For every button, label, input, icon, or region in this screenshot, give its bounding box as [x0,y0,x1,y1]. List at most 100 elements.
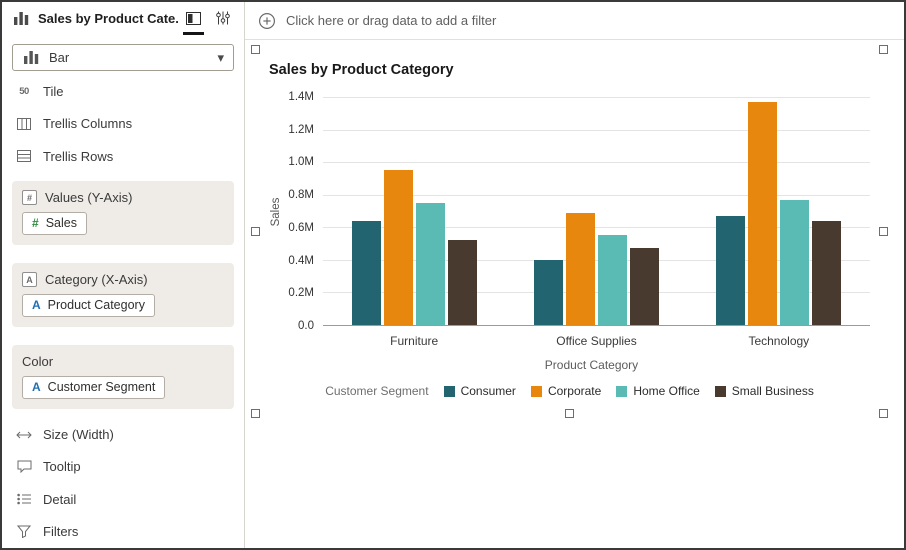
section-values-header: # Values (Y-Axis) [22,190,224,206]
selection-handle[interactable] [251,45,260,54]
x-category-label: Furniture [390,334,439,348]
sidebar-item-tooltip[interactable]: Tooltip [2,451,244,483]
trellis-columns-icon [15,117,33,130]
chip-product-category[interactable]: A Product Category [22,294,155,318]
selection-handle[interactable] [564,409,574,418]
y-tick-label: 1.4M [288,91,314,103]
add-filter-icon [258,12,276,30]
selection-handle[interactable] [251,409,260,418]
y-tick-label: 0.6M [288,221,314,234]
sidebar-item-detail[interactable]: Detail [2,483,244,515]
selection-handle[interactable] [879,45,888,54]
sidebar-header: Sales by Product Cate... [2,2,244,35]
section-color: Color A Customer Segment [12,345,234,410]
y-axis-ticks: 1.4M 1.2M 1.0M 0.8M 0.6M 0.4M 0.2M 0.0 [283,91,323,332]
bar-visualization[interactable]: Sales by Product Category Sales 1.4M 1.2M… [251,45,888,418]
selection-handle[interactable] [251,226,260,236]
filter-bar[interactable]: Click here or drag data to add a filter [245,2,904,40]
legend-swatch [530,385,542,397]
x-axis-title: Product Category [544,358,639,372]
detail-list-icon [15,493,33,505]
x-category-label: Technology [748,334,810,348]
gridline [323,259,870,261]
bar-office-supplies-small-business[interactable] [629,248,659,325]
legend-title: Customer Segment [325,384,429,398]
chip-customer-segment[interactable]: A Customer Segment [22,376,166,400]
grammar-panel-tab[interactable] [183,11,204,35]
chevron-down-icon: ▾ [217,50,224,66]
sidebar-item-tile[interactable]: 50 Tile [2,75,244,107]
chart-type-value: Bar [49,50,70,66]
sidebar-tabs [183,11,234,35]
x-category-label: Office Supplies [556,334,637,348]
section-category-x-axis: A Category (X-Axis) A Product Category [12,263,234,328]
chip-label: Product Category [47,298,145,313]
plot-area: Furniture Office Supplies Technology [323,97,870,348]
tile-icon: 50 [19,85,29,97]
add-filter-prompt: Click here or drag data to add a filter [286,13,497,28]
chip-label: Customer Segment [47,380,156,395]
main-content: Click here or drag data to add a filter … [245,2,904,548]
bar-furniture-small-business[interactable] [447,240,477,325]
bar-office-supplies-consumer[interactable] [533,259,563,325]
bar-technology-home-office[interactable] [780,199,810,325]
bar-technology-corporate[interactable] [748,101,778,325]
y-tick-label: 0.4M [288,254,314,267]
y-tick-label: 0.2M [288,287,314,300]
bar-furniture-consumer[interactable] [351,220,381,325]
attribute-icon: A [32,380,41,395]
bar-chart: Sales by Product Category Sales 1.4M 1.2M… [255,49,884,414]
bar-furniture-home-office[interactable] [415,202,445,325]
bar-office-supplies-corporate[interactable] [565,212,595,325]
bar-technology-small-business[interactable] [812,220,842,325]
chart-type-dropdown[interactable]: Bar ▾ [12,44,234,72]
legend-label: Home Office [633,384,700,398]
legend-item-corporate[interactable]: Corporate [530,384,602,398]
bar-group-technology: Technology [716,97,842,348]
sidebar-item-size-width[interactable]: Size (Width) [2,418,244,450]
chip-label: Sales [45,216,77,231]
bar-furniture-corporate[interactable] [383,170,413,325]
width-arrows-icon [15,430,33,440]
bar-technology-consumer[interactable] [716,215,746,325]
legend-label: Corporate [547,384,602,398]
selection-handle[interactable] [879,226,888,236]
gridline [323,292,870,294]
legend-items: Consumer Corporate Home Office Small Busine… [443,384,814,398]
sidebar-item-trellis-rows[interactable]: Trellis Rows [2,140,244,172]
viz-title: Sales by Product Cate... [38,10,178,26]
legend-item-consumer[interactable]: Consumer [443,384,516,398]
properties-panel-tab[interactable] [216,11,230,25]
y-tick-label: 0.0 [298,320,314,332]
section-category-header: A Category (X-Axis) [22,272,224,288]
legend-swatch [616,385,628,397]
chart-body: Sales 1.4M 1.2M 1.0M 0.8M 0.6M 0.4M 0.2M 0.0 Fu… [269,91,870,348]
section-color-header: Color [22,354,54,370]
chart-title: Sales by Product Category [269,62,454,78]
bar-chart-icon [22,51,40,65]
sidebar-item-filters[interactable]: Filters [2,516,244,548]
attribute-box-icon: A [22,272,37,288]
y-tick-label: 1.0M [288,156,314,169]
sidebar-item-trellis-columns[interactable]: Trellis Columns [2,108,244,140]
gridline [323,97,870,98]
legend-item-small-business[interactable]: Small Business [714,384,814,398]
viz-bar-chart-icon [12,11,30,25]
bar-group-office-supplies: Office Supplies [533,97,659,348]
bar-groups: Furniture Office Supplies Technology [323,97,870,348]
filter-funnel-icon [15,525,33,539]
legend-swatch [714,385,726,397]
bar-group-furniture: Furniture [351,97,477,348]
trellis-rows-icon [15,150,33,163]
bar-office-supplies-home-office[interactable] [597,235,627,325]
legend-item-home-office[interactable]: Home Office [616,384,700,398]
chip-sales[interactable]: # Sales [22,212,87,236]
selection-handle[interactable] [879,409,888,418]
measure-icon: # [32,216,39,231]
gridline [323,129,870,131]
gridline [323,162,870,164]
y-tick-label: 1.2M [288,123,314,136]
legend-label: Small Business [731,384,814,398]
legend: Customer Segment Consumer Corporate Home O… [269,384,870,398]
